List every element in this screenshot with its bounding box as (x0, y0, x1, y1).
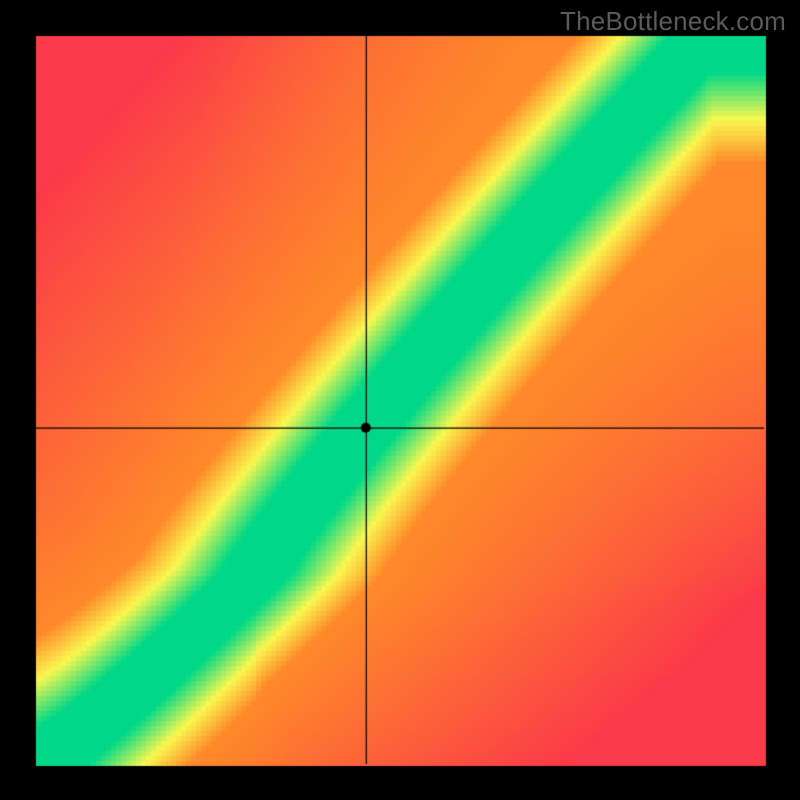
watermark-text: TheBottleneck.com (560, 6, 786, 37)
heatmap-canvas (0, 0, 800, 800)
chart-container: TheBottleneck.com (0, 0, 800, 800)
